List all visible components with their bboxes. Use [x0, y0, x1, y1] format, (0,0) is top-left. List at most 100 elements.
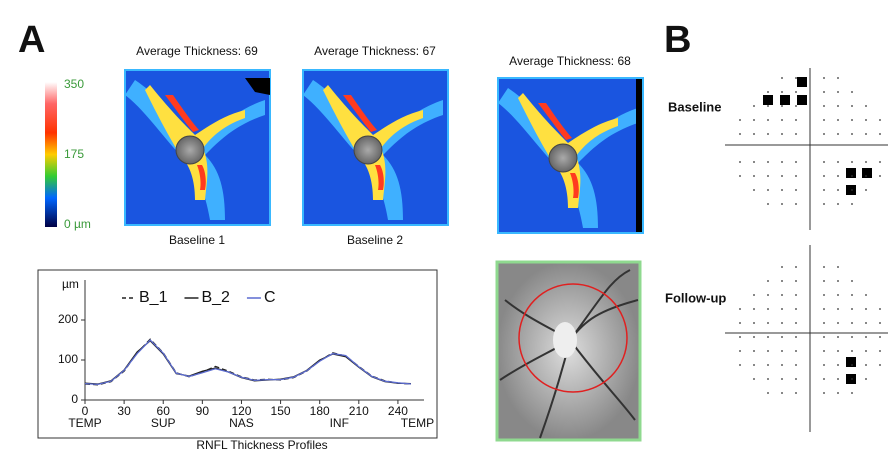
field-dot: [795, 175, 797, 177]
field-dot: [851, 280, 853, 282]
field-dot: [851, 105, 853, 107]
field-dot: [739, 161, 741, 163]
field-dot: [823, 189, 825, 191]
field-dot: [823, 294, 825, 296]
y-tick-label: 200: [58, 312, 78, 326]
field-dot: [879, 161, 881, 163]
field-dot: [851, 308, 853, 310]
x-tick-label: 30: [117, 404, 131, 418]
field-dot: [795, 189, 797, 191]
field-dot: [851, 203, 853, 205]
field-dot: [753, 364, 755, 366]
thickness-map: [303, 70, 448, 225]
field-dot: [823, 105, 825, 107]
field-dot: [739, 350, 741, 352]
field-dot: [823, 203, 825, 205]
field-dot: [739, 322, 741, 324]
field-dot: [851, 378, 853, 380]
field-dot: [865, 161, 867, 163]
field-dot: [795, 308, 797, 310]
field-dot: [823, 161, 825, 163]
field-dot: [739, 119, 741, 121]
panel-label: A: [18, 19, 45, 61]
field-dot: [795, 322, 797, 324]
field-dot: [781, 392, 783, 394]
field-dot: [767, 322, 769, 324]
field-dot: [879, 364, 881, 366]
field-dot: [823, 175, 825, 177]
field-dot: [837, 119, 839, 121]
scale-label: 350: [64, 77, 84, 91]
field-dot: [753, 189, 755, 191]
field-dot: [795, 91, 797, 93]
field-dot: [837, 105, 839, 107]
x-tick-label: 90: [196, 404, 210, 418]
map-caption: Baseline 2: [347, 233, 403, 247]
scale-label: 0 µm: [64, 217, 91, 231]
field-dot: [837, 203, 839, 205]
visual-field: [725, 68, 888, 432]
field-dot: [767, 294, 769, 296]
map-caption: Baseline 1: [169, 233, 225, 247]
field-dot: [837, 308, 839, 310]
field-dot: [851, 364, 853, 366]
series-line: [85, 339, 411, 385]
field-dot: [739, 175, 741, 177]
field-dot: [823, 77, 825, 79]
field-dot: [767, 378, 769, 380]
chart-title: RNFL Thickness Profiles: [196, 438, 327, 452]
field-dot: [739, 133, 741, 135]
field-dot: [767, 308, 769, 310]
figure: A B 3501750 µm Average Thickness: 69 Ave…: [0, 0, 888, 452]
field-dot: [767, 203, 769, 205]
field-dot: [767, 189, 769, 191]
field-dot: [781, 364, 783, 366]
field-dot: [865, 119, 867, 121]
field-dot: [851, 189, 853, 191]
field-dot: [781, 322, 783, 324]
field-dot: [781, 77, 783, 79]
field-dot: [879, 336, 881, 338]
field-dot: [837, 392, 839, 394]
field-dot: [851, 294, 853, 296]
field-dot: [781, 189, 783, 191]
field-dot: [823, 364, 825, 366]
field-dot: [823, 392, 825, 394]
field-dot: [865, 294, 867, 296]
field-dot: [781, 294, 783, 296]
field-dot: [837, 161, 839, 163]
field-dot: [851, 322, 853, 324]
field-dot: [879, 350, 881, 352]
region-label: TEMP: [401, 416, 434, 430]
field-dot: [767, 161, 769, 163]
field-dot: [823, 336, 825, 338]
field-dot: [837, 189, 839, 191]
field-dot: [879, 308, 881, 310]
field-dot: [837, 378, 839, 380]
field-dot: [781, 336, 783, 338]
field-dot: [837, 322, 839, 324]
field-dot: [767, 133, 769, 135]
field-dot: [781, 266, 783, 268]
field-dot: [767, 175, 769, 177]
legend-label: B_1: [139, 289, 168, 306]
field-dot: [823, 322, 825, 324]
field-dot: [781, 350, 783, 352]
field-dot: [879, 175, 881, 177]
field-dot: [851, 91, 853, 93]
field-dot: [851, 350, 853, 352]
field-dot: [781, 308, 783, 310]
field-dot: [795, 105, 797, 107]
field-dot: [767, 105, 769, 107]
field-dot: [795, 280, 797, 282]
field-dot: [823, 308, 825, 310]
field-dot: [837, 175, 839, 177]
field-dot: [837, 91, 839, 93]
field-dot: [823, 91, 825, 93]
fundus-photo: [497, 262, 640, 440]
region-label: INF: [330, 416, 349, 430]
field-dot: [767, 364, 769, 366]
field-dot: [753, 322, 755, 324]
field-dot: [823, 280, 825, 282]
